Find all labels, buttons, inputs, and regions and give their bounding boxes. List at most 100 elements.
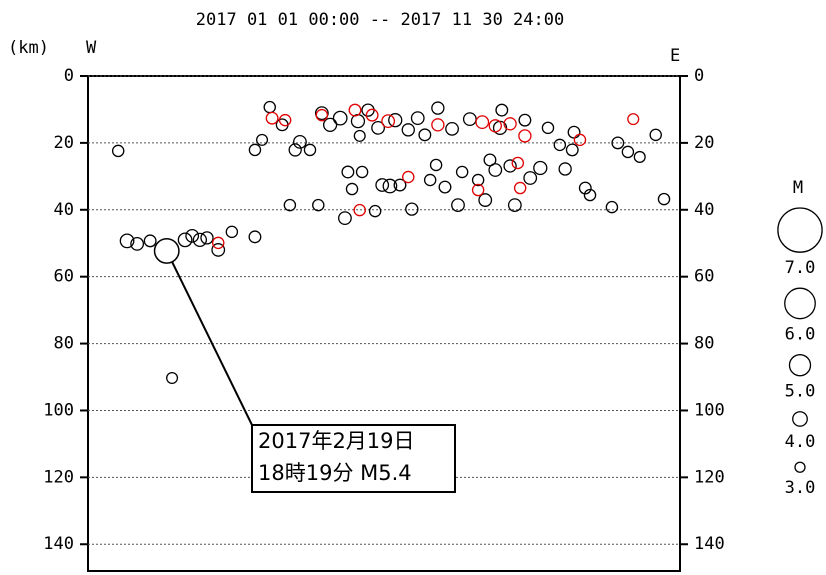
quake-point xyxy=(553,138,567,152)
quake-point xyxy=(225,225,239,239)
quake-point xyxy=(405,202,419,216)
annotation-leader xyxy=(165,250,253,426)
quake-point xyxy=(200,231,214,245)
quake-point xyxy=(423,173,437,187)
quake-point xyxy=(627,113,640,126)
quake-point xyxy=(371,120,385,135)
annotation-box xyxy=(251,424,456,493)
quake-point xyxy=(382,178,398,194)
quake-point xyxy=(338,211,352,226)
quake-point xyxy=(578,181,592,195)
size-legend-title: M xyxy=(793,178,803,198)
east-label: E xyxy=(670,46,680,66)
quake-point xyxy=(365,108,379,122)
quake-point xyxy=(478,193,493,207)
size-legend-label: 5.0 xyxy=(785,382,816,402)
y-tick-label: 20 xyxy=(54,133,74,153)
quake-point xyxy=(649,128,662,142)
y-tick-label: 80 xyxy=(694,334,714,354)
size-legend-label: 6.0 xyxy=(785,325,816,345)
quake-point xyxy=(475,115,490,130)
quake-point xyxy=(565,143,579,157)
quake-point xyxy=(511,156,525,170)
quake-point xyxy=(431,118,445,132)
chart-title: 2017 01 01 00:00 -- 2017 11 30 24:00 xyxy=(196,10,564,30)
quake-point xyxy=(445,121,459,136)
quake-point xyxy=(293,134,307,149)
quake-point xyxy=(211,243,226,257)
quake-point xyxy=(185,228,200,243)
y-axis-label: (km) xyxy=(8,38,49,58)
quake-point xyxy=(111,144,125,158)
quake-point xyxy=(558,162,572,176)
quake-point xyxy=(375,178,390,192)
quake-point xyxy=(523,171,538,185)
quake-point xyxy=(393,178,407,192)
quake-point xyxy=(503,159,517,173)
quake-point xyxy=(353,129,366,142)
y-tick-label: 80 xyxy=(54,334,74,354)
quake-point xyxy=(402,170,415,184)
quake-point xyxy=(621,145,635,159)
quake-point xyxy=(567,125,581,139)
quake-point xyxy=(341,165,355,179)
annotation-text: 18時19分 M5.4 xyxy=(258,461,412,485)
quake-point xyxy=(503,117,517,131)
quake-point xyxy=(611,136,625,150)
quake-point xyxy=(350,114,366,129)
quake-point xyxy=(488,119,502,133)
annotation-text: 2017年2月19日 xyxy=(258,429,415,453)
size-legend-circle xyxy=(777,207,823,253)
quake-point xyxy=(541,121,555,135)
quake-point xyxy=(429,158,443,172)
quake-point xyxy=(278,113,292,127)
quake-point xyxy=(495,103,509,117)
quake-point xyxy=(353,203,366,217)
size-legend-circle xyxy=(794,461,806,473)
quake-point xyxy=(471,183,485,197)
quake-point xyxy=(573,133,587,147)
y-tick-label: 60 xyxy=(694,267,714,287)
quake-point xyxy=(633,150,646,163)
quake-point xyxy=(518,113,532,127)
quake-point xyxy=(212,236,225,250)
y-tick-label: 0 xyxy=(694,66,704,86)
y-tick-label: 120 xyxy=(43,467,74,487)
quake-point xyxy=(657,192,671,206)
quake-point xyxy=(303,143,317,157)
size-legend-label: 7.0 xyxy=(785,258,816,278)
quake-point xyxy=(345,182,359,196)
y-tick-label: 100 xyxy=(43,400,74,420)
quake-point xyxy=(332,110,348,126)
plot-frame xyxy=(87,75,681,572)
main-shock xyxy=(153,237,180,264)
quake-point xyxy=(368,204,382,218)
y-tick-label: 0 xyxy=(64,66,74,86)
size-legend-label: 3.0 xyxy=(785,478,816,498)
quake-point xyxy=(471,173,485,187)
quake-point xyxy=(355,165,369,179)
quake-point xyxy=(263,100,276,114)
size-legend-circle xyxy=(784,287,816,320)
quake-point xyxy=(381,114,396,129)
y-tick-label: 100 xyxy=(694,400,725,420)
quake-point xyxy=(177,232,193,248)
y-tick-label: 60 xyxy=(54,267,74,287)
y-tick-label: 120 xyxy=(694,467,725,487)
quake-point xyxy=(130,236,145,251)
quake-point xyxy=(348,103,362,117)
quake-point xyxy=(388,113,403,128)
quake-point xyxy=(265,111,279,125)
quake-point xyxy=(283,198,297,212)
quake-point xyxy=(451,198,465,213)
size-legend-circle xyxy=(792,411,808,427)
quake-point xyxy=(533,160,548,176)
quake-point xyxy=(507,198,522,213)
size-legend-label: 4.0 xyxy=(785,432,816,452)
y-tick-label: 40 xyxy=(54,200,74,220)
quake-point xyxy=(314,106,329,121)
quake-point xyxy=(605,200,619,214)
y-tick-label: 20 xyxy=(694,133,714,153)
quake-point xyxy=(312,198,325,212)
